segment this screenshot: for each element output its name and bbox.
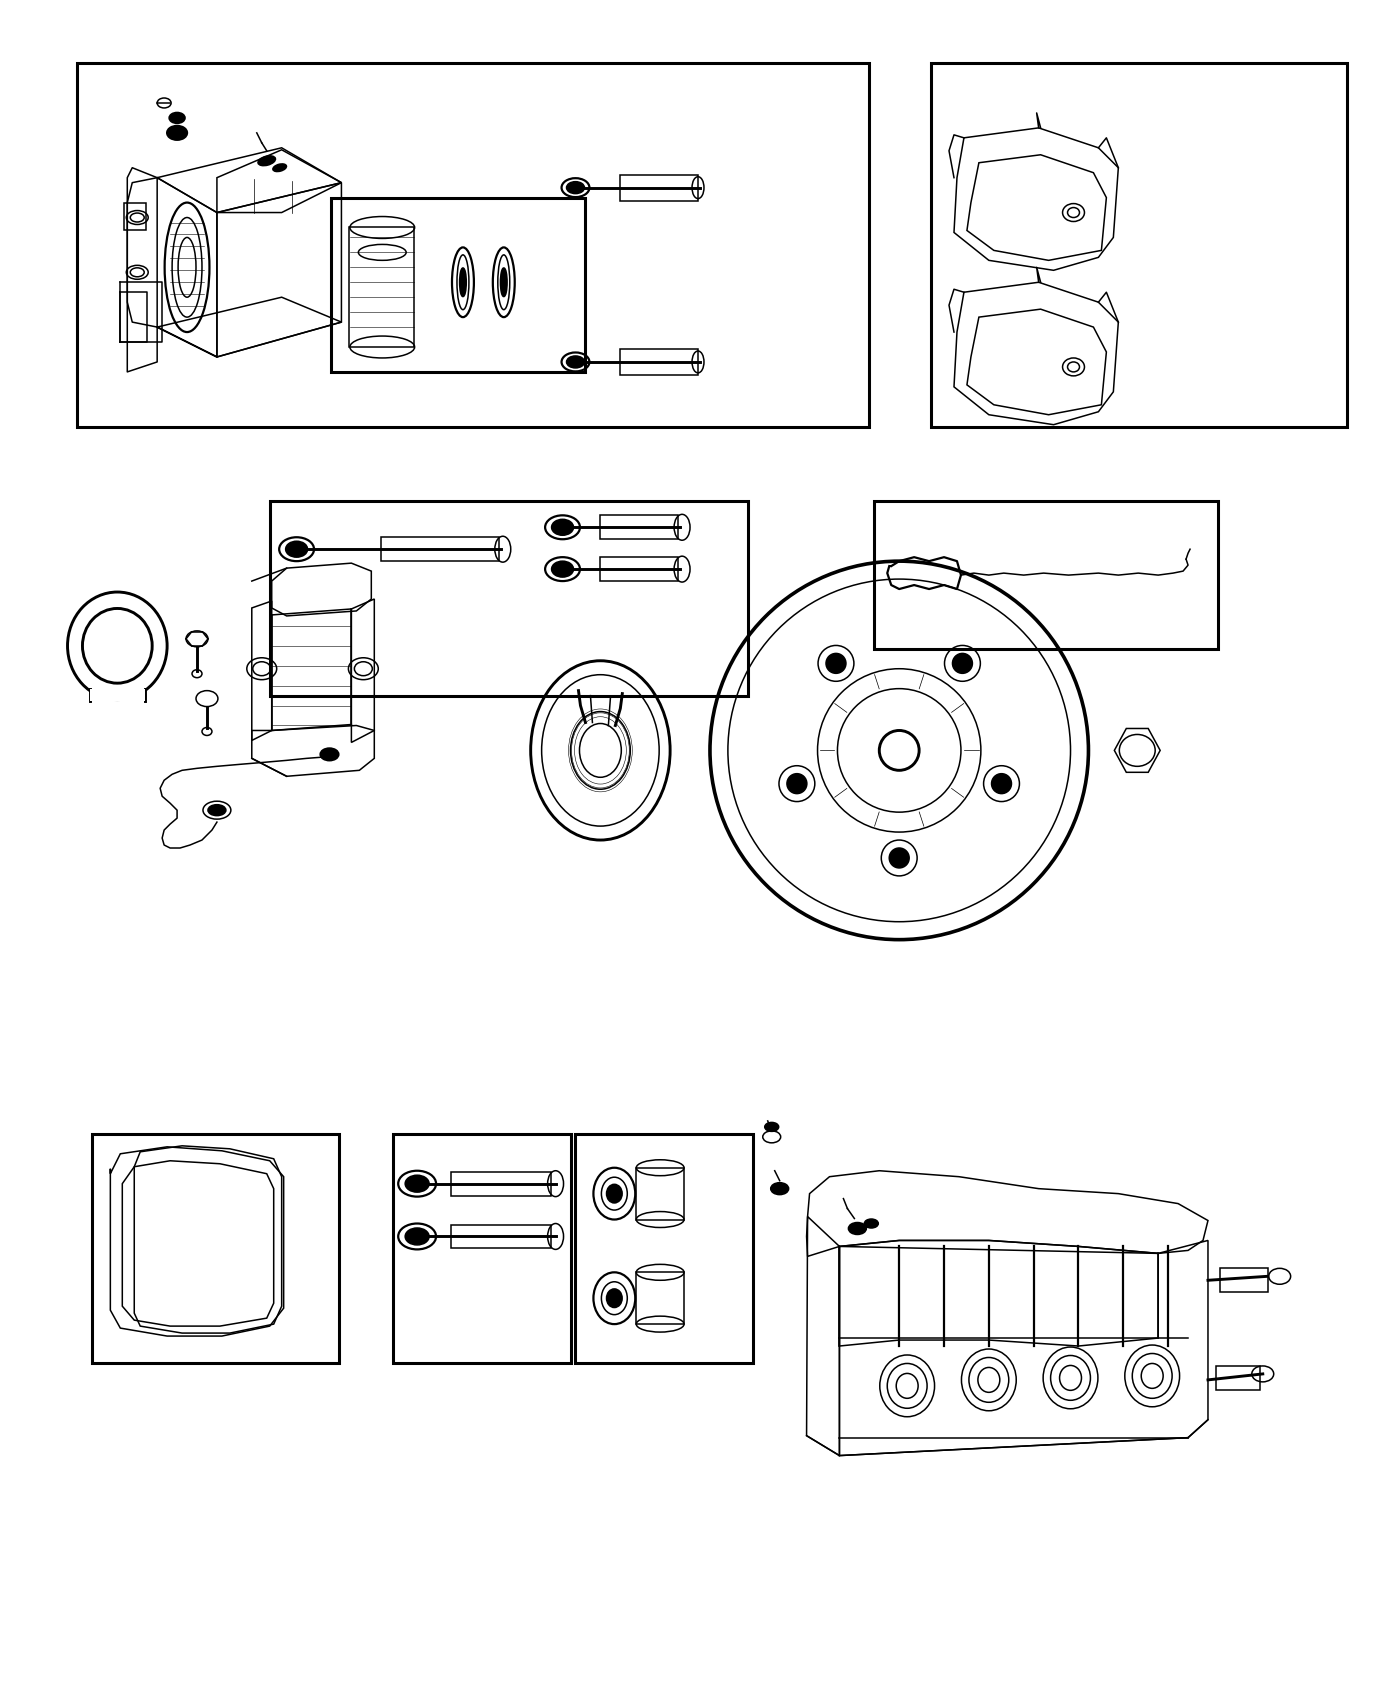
Bar xyxy=(393,1134,571,1363)
Bar xyxy=(270,502,748,695)
Ellipse shape xyxy=(552,561,574,576)
Bar xyxy=(636,1272,685,1324)
Ellipse shape xyxy=(286,541,308,558)
Ellipse shape xyxy=(405,1227,428,1244)
Bar xyxy=(1217,1365,1260,1391)
Ellipse shape xyxy=(169,112,185,124)
Bar xyxy=(77,63,869,427)
Ellipse shape xyxy=(864,1219,878,1227)
Bar xyxy=(451,1171,550,1195)
Ellipse shape xyxy=(606,1289,622,1307)
Ellipse shape xyxy=(567,182,584,194)
Bar xyxy=(92,1134,339,1363)
Bar xyxy=(931,63,1347,427)
Ellipse shape xyxy=(567,355,584,367)
Ellipse shape xyxy=(167,126,188,139)
Ellipse shape xyxy=(771,1183,788,1195)
Ellipse shape xyxy=(552,518,574,536)
Bar xyxy=(636,1168,685,1219)
Ellipse shape xyxy=(209,804,225,816)
Bar xyxy=(601,558,678,581)
Ellipse shape xyxy=(258,156,276,165)
Bar xyxy=(381,537,498,561)
Ellipse shape xyxy=(321,748,339,760)
Circle shape xyxy=(952,653,973,673)
Bar xyxy=(91,688,146,700)
Bar xyxy=(332,197,585,372)
Bar xyxy=(875,502,1218,649)
Bar xyxy=(451,1224,550,1248)
Bar xyxy=(125,202,146,231)
Circle shape xyxy=(826,653,846,673)
Bar xyxy=(350,228,414,347)
Bar xyxy=(620,348,699,376)
Circle shape xyxy=(787,774,806,794)
Ellipse shape xyxy=(273,163,287,172)
Bar xyxy=(601,515,678,539)
Ellipse shape xyxy=(405,1175,428,1192)
Ellipse shape xyxy=(848,1222,867,1234)
Circle shape xyxy=(991,774,1011,794)
Ellipse shape xyxy=(606,1185,622,1202)
Ellipse shape xyxy=(461,269,466,296)
Bar xyxy=(1219,1268,1268,1292)
Bar xyxy=(575,1134,753,1363)
Ellipse shape xyxy=(501,269,507,296)
Circle shape xyxy=(889,848,909,869)
Ellipse shape xyxy=(764,1122,778,1132)
Bar xyxy=(620,175,699,201)
